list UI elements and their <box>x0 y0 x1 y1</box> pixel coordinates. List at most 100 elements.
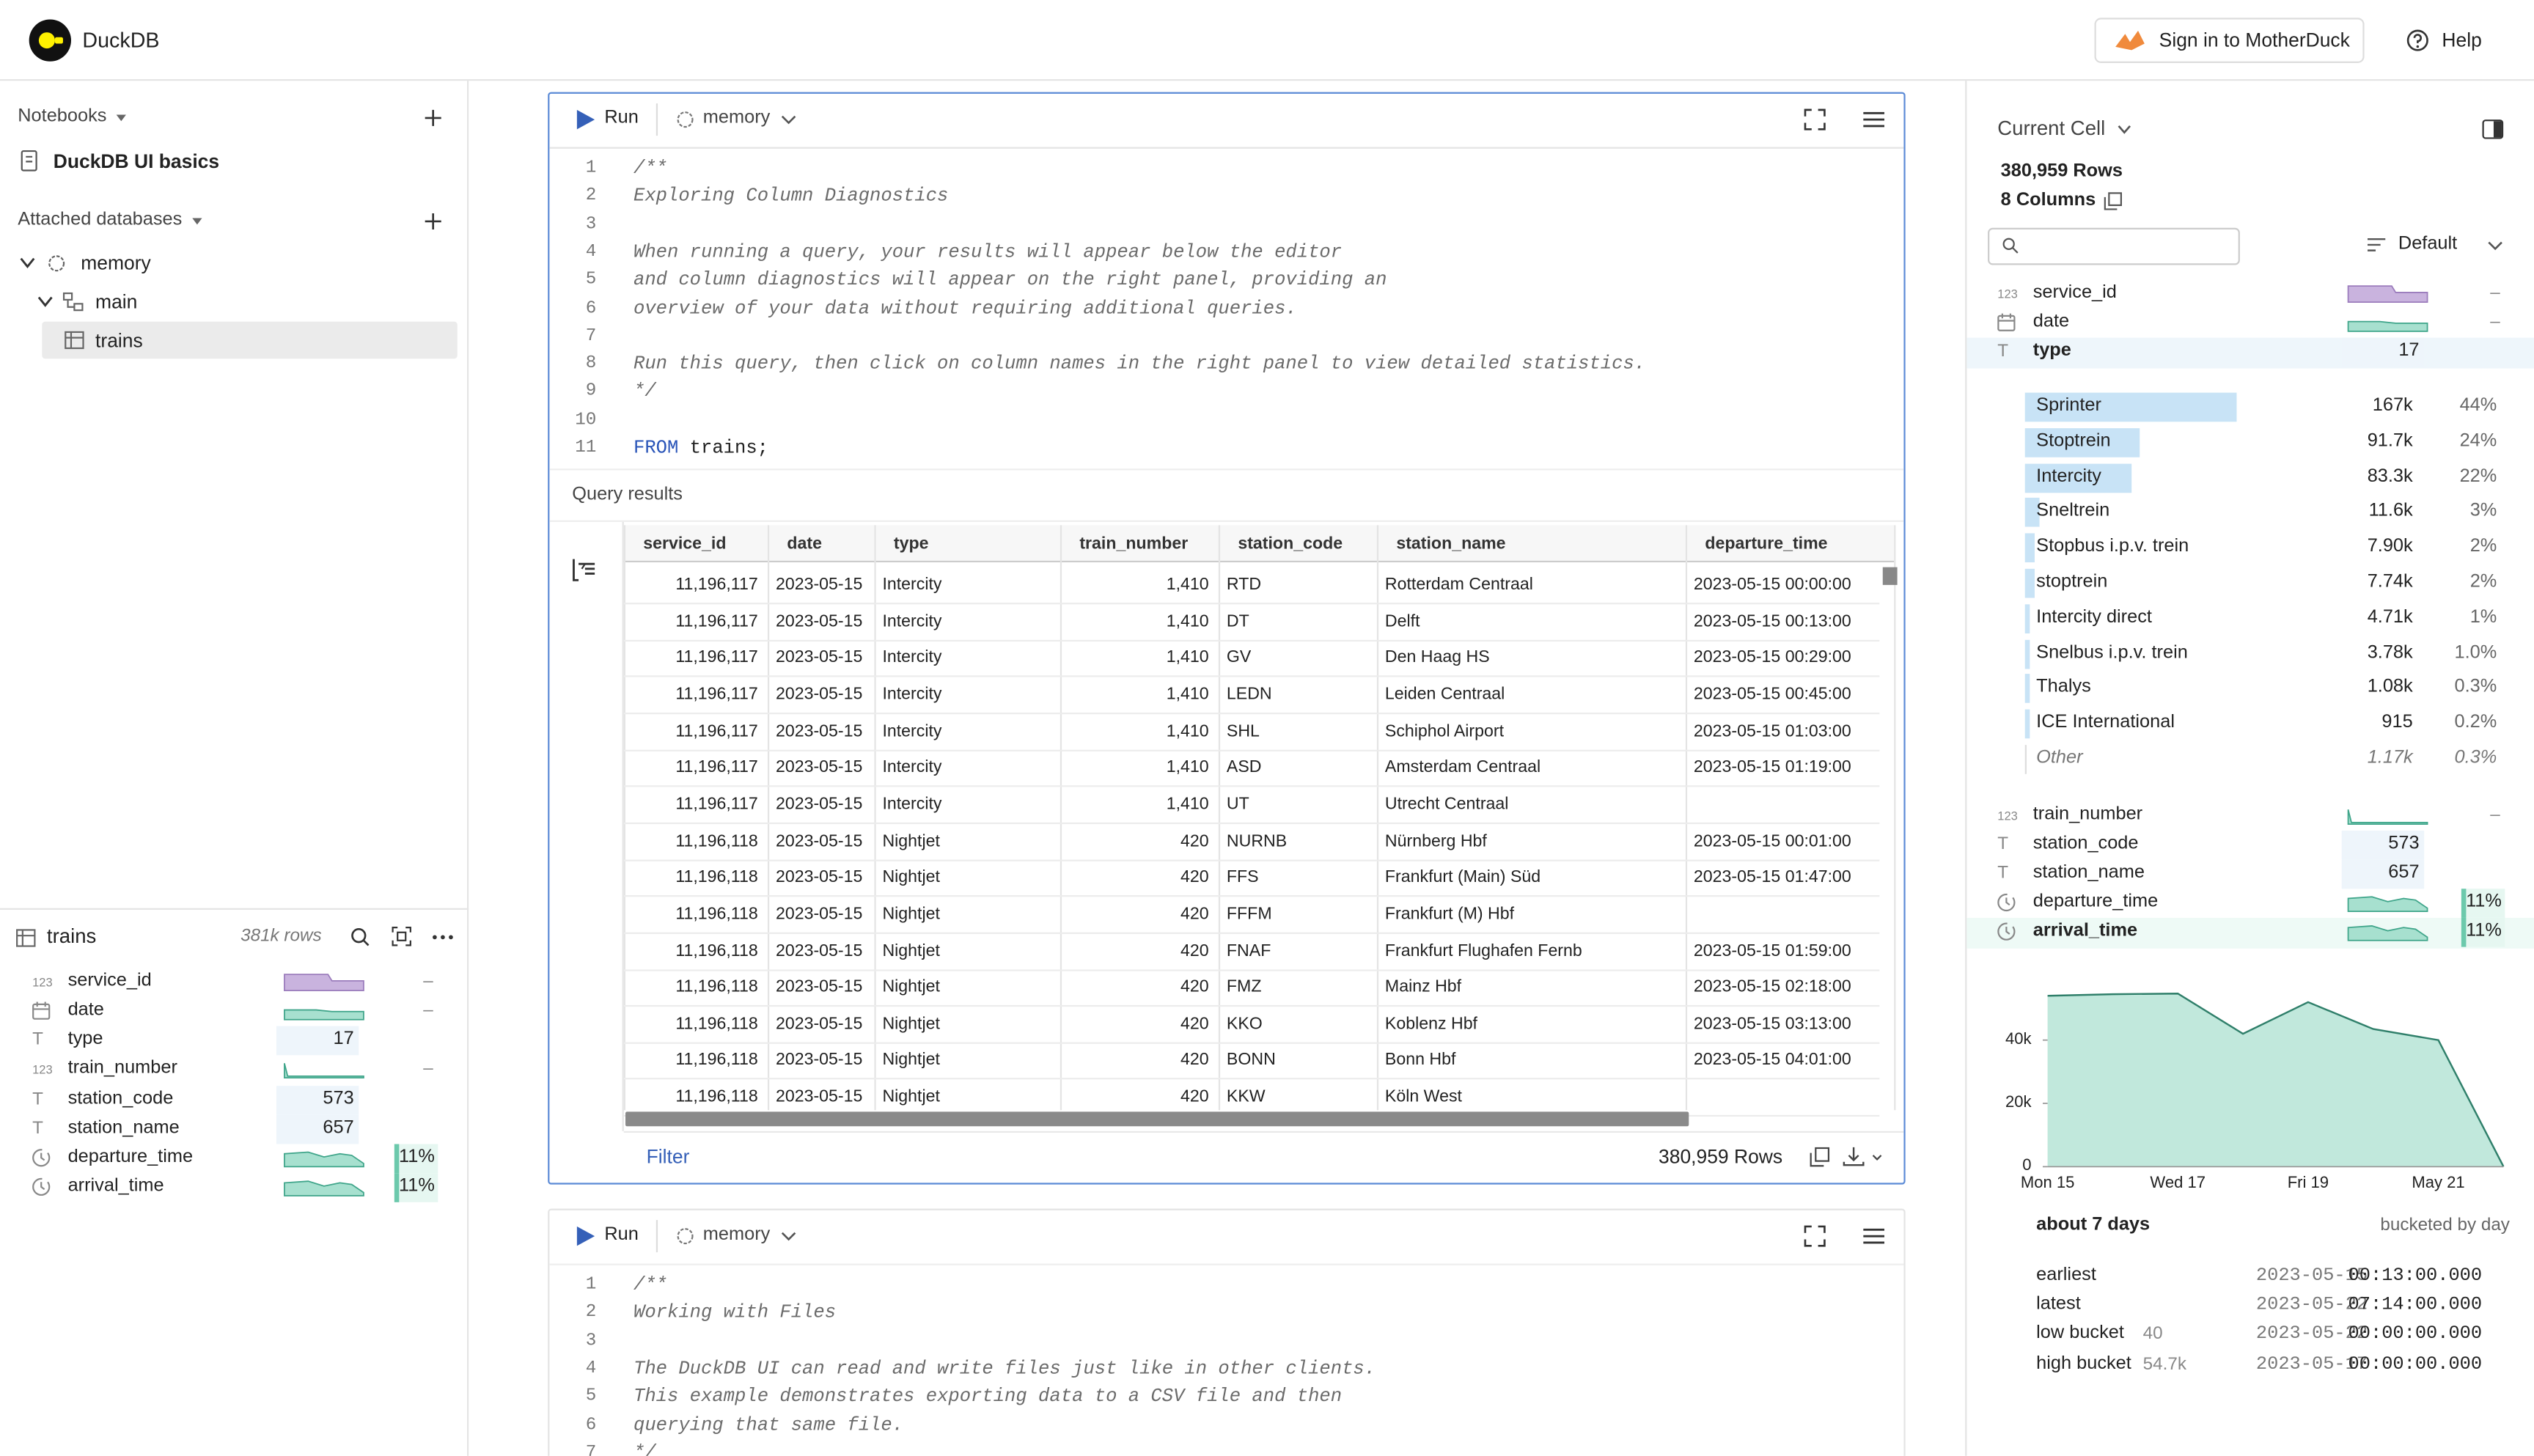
column-name[interactable]: train_number <box>67 1059 177 1079</box>
type-icon: T <box>32 1030 43 1051</box>
table-row-count: 381k rows <box>240 926 322 946</box>
type-value[interactable]: Sneltrein <box>2036 501 2110 521</box>
grid-cell: Intercity <box>882 684 942 705</box>
selected-row <box>42 321 458 359</box>
column-name[interactable]: service_id <box>67 971 152 991</box>
y-tick-label: 40k <box>2005 1030 2032 1048</box>
table-name[interactable]: trains <box>95 329 143 353</box>
column-name[interactable]: train_number <box>2032 804 2143 825</box>
database-name[interactable]: memory <box>81 251 151 275</box>
column-name[interactable]: date <box>67 1000 104 1021</box>
icon-part <box>1863 111 1884 128</box>
icon-part <box>2115 30 2145 51</box>
grid-cell: 2023-05-15 01:03:00 <box>1693 721 1851 741</box>
grid-cell: SHL <box>1226 721 1260 741</box>
help-link[interactable]: Help <box>2442 29 2482 52</box>
sign-in-text: Sign in to MotherDuck <box>2159 29 2350 52</box>
column-header[interactable]: station_code <box>1238 534 1343 554</box>
header-bar <box>0 0 2534 81</box>
empty-stat: – <box>2490 283 2500 304</box>
line-number: 6 <box>585 1415 597 1435</box>
column-header[interactable]: station_name <box>1396 534 1506 554</box>
column-header[interactable]: type <box>893 534 929 554</box>
icon-part <box>351 928 367 944</box>
type-value[interactable]: Stoptrein <box>2036 431 2111 451</box>
column-header[interactable]: departure_time <box>1705 534 1828 554</box>
grid-row-line <box>623 895 1880 897</box>
grid-cell: Intercity <box>882 575 942 595</box>
icon-part <box>1872 1155 1882 1161</box>
grid-cell: Koblenz Hbf <box>1384 1014 1477 1034</box>
icon-part <box>284 1009 364 1021</box>
column-name[interactable]: station_code <box>67 1088 174 1108</box>
grid-cell: 2023-05-15 00:01:00 <box>1693 831 1851 850</box>
grid-cell: 2023-05-15 <box>775 1087 863 1107</box>
run-button[interactable]: Run <box>604 108 639 128</box>
search-icon <box>351 928 370 946</box>
icon-part <box>576 109 595 130</box>
column-name[interactable]: date <box>2032 312 2070 332</box>
x-tick-label: Fri 19 <box>2287 1174 2329 1193</box>
database-select[interactable]: memory <box>702 108 771 128</box>
filter-button[interactable]: Filter <box>646 1145 690 1169</box>
sign-in-button[interactable] <box>2094 18 2365 63</box>
panel-title[interactable]: Current Cell <box>1997 117 2106 140</box>
run-button[interactable]: Run <box>604 1224 639 1245</box>
type-value[interactable]: Snelbus i.p.v. trein <box>2036 642 2188 663</box>
type-value[interactable]: Stopbus i.p.v. trein <box>2036 537 2189 556</box>
column-name[interactable]: departure_time <box>67 1147 194 1167</box>
date-icon <box>1997 313 2016 331</box>
column-search[interactable] <box>1988 227 2240 265</box>
database-select[interactable]: memory <box>702 1224 771 1245</box>
type-icon: 123 <box>1997 287 2018 302</box>
column-header[interactable]: date <box>787 534 822 554</box>
stat-count: 54.7k <box>2142 1354 2186 1374</box>
type-value[interactable]: ICE International <box>2036 713 2175 733</box>
line-number: 7 <box>585 1443 597 1456</box>
column-name[interactable]: type <box>2032 341 2071 361</box>
grid-row-line <box>623 712 1880 715</box>
column-header[interactable]: service_id <box>643 534 727 554</box>
column-header[interactable]: train_number <box>1079 534 1189 554</box>
column-name[interactable]: station_code <box>2032 834 2139 853</box>
grid-cell: Intercity <box>882 757 942 778</box>
grid-cell: 2023-05-15 <box>775 1014 863 1034</box>
type-value[interactable]: Thalys <box>2036 677 2091 698</box>
grid-cell: 420 <box>1180 831 1209 850</box>
bucket-note: bucketed by day <box>2380 1216 2510 1235</box>
column-sparkline <box>2347 925 2428 941</box>
schema-name[interactable]: main <box>95 290 138 314</box>
column-stat: 573 <box>323 1088 354 1108</box>
sort-select[interactable]: Default <box>2398 234 2458 254</box>
column-name[interactable]: station_name <box>67 1117 180 1138</box>
type-value[interactable]: stoptrein <box>2036 572 2108 592</box>
column-name[interactable]: type <box>67 1029 103 1050</box>
column-name[interactable]: service_id <box>2032 282 2117 303</box>
type-value[interactable]: Sprinter <box>2036 396 2101 416</box>
type-value[interactable]: Intercity direct <box>2036 607 2152 627</box>
icon-part <box>2347 285 2428 304</box>
icon-part <box>17 930 35 946</box>
grid-cell: RTD <box>1226 575 1262 595</box>
cell <box>548 92 1906 1185</box>
grid-cell: GV <box>1226 647 1252 668</box>
code-comment: */ <box>634 1442 656 1456</box>
grid-cell: FMZ <box>1226 977 1262 997</box>
column-name[interactable]: departure_time <box>2032 891 2159 912</box>
type-value[interactable]: Intercity <box>2036 466 2101 486</box>
grid-cell: 2023-05-15 01:47:00 <box>1693 867 1851 887</box>
layout-icon <box>573 559 595 581</box>
line-number: 8 <box>585 354 597 375</box>
panel-toggle <box>2482 120 2504 139</box>
grid-cell: Mainz Hbf <box>1384 977 1462 997</box>
chevron <box>2488 241 2502 251</box>
notebook-name[interactable]: DuckDB UI basics <box>53 150 220 173</box>
column-sparkline <box>2347 809 2428 825</box>
column-sparkline <box>284 1009 364 1021</box>
type-share: 1% <box>2469 607 2497 627</box>
column-name[interactable]: arrival_time <box>67 1176 164 1196</box>
empty-stat: – <box>423 1001 433 1021</box>
column-name[interactable]: arrival_time <box>2032 921 2138 941</box>
column-name[interactable]: station_name <box>2032 863 2145 883</box>
results-footer <box>623 1130 1904 1133</box>
